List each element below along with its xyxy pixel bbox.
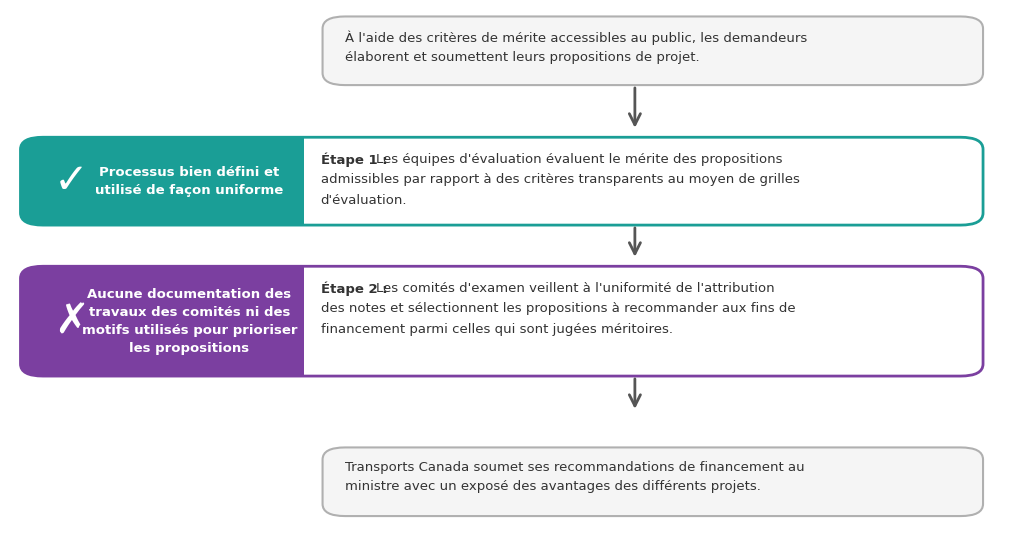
Text: ✗: ✗ <box>53 300 89 342</box>
Bar <box>271 266 304 376</box>
FancyBboxPatch shape <box>20 137 983 225</box>
FancyBboxPatch shape <box>323 16 983 85</box>
FancyBboxPatch shape <box>323 447 983 516</box>
Text: Étape 1 :: Étape 1 : <box>321 153 392 167</box>
FancyBboxPatch shape <box>20 266 302 376</box>
Text: d'évaluation.: d'évaluation. <box>321 194 407 208</box>
Text: admissibles par rapport à des critères transparents au moyen de grilles: admissibles par rapport à des critères t… <box>321 173 800 187</box>
Text: Transports Canada soumet ses recommandations de financement au
ministre avec un : Transports Canada soumet ses recommandat… <box>345 461 805 493</box>
Text: Étape 2 :: Étape 2 : <box>321 282 392 296</box>
Bar <box>271 137 304 225</box>
Text: Aucune documentation des
travaux des comités ni des
motifs utilisés pour prioris: Aucune documentation des travaux des com… <box>82 288 297 355</box>
Text: financement parmi celles qui sont jugées méritoires.: financement parmi celles qui sont jugées… <box>321 323 673 337</box>
Text: Processus bien défini et
utilisé de façon uniforme: Processus bien défini et utilisé de faço… <box>95 166 284 197</box>
FancyBboxPatch shape <box>20 266 983 376</box>
Text: ✓: ✓ <box>53 160 89 202</box>
Text: À l'aide des critères de mérite accessibles au public, les demandeurs
élaborent : À l'aide des critères de mérite accessib… <box>345 30 807 64</box>
Text: Les comités d'examen veillent à l'uniformité de l'attribution: Les comités d'examen veillent à l'unifor… <box>376 282 774 295</box>
Text: Les équipes d'évaluation évaluent le mérite des propositions: Les équipes d'évaluation évaluent le mér… <box>376 153 782 166</box>
Text: des notes et sélectionnent les propositions à recommander aux fins de: des notes et sélectionnent les propositi… <box>321 302 796 316</box>
FancyBboxPatch shape <box>20 137 302 225</box>
